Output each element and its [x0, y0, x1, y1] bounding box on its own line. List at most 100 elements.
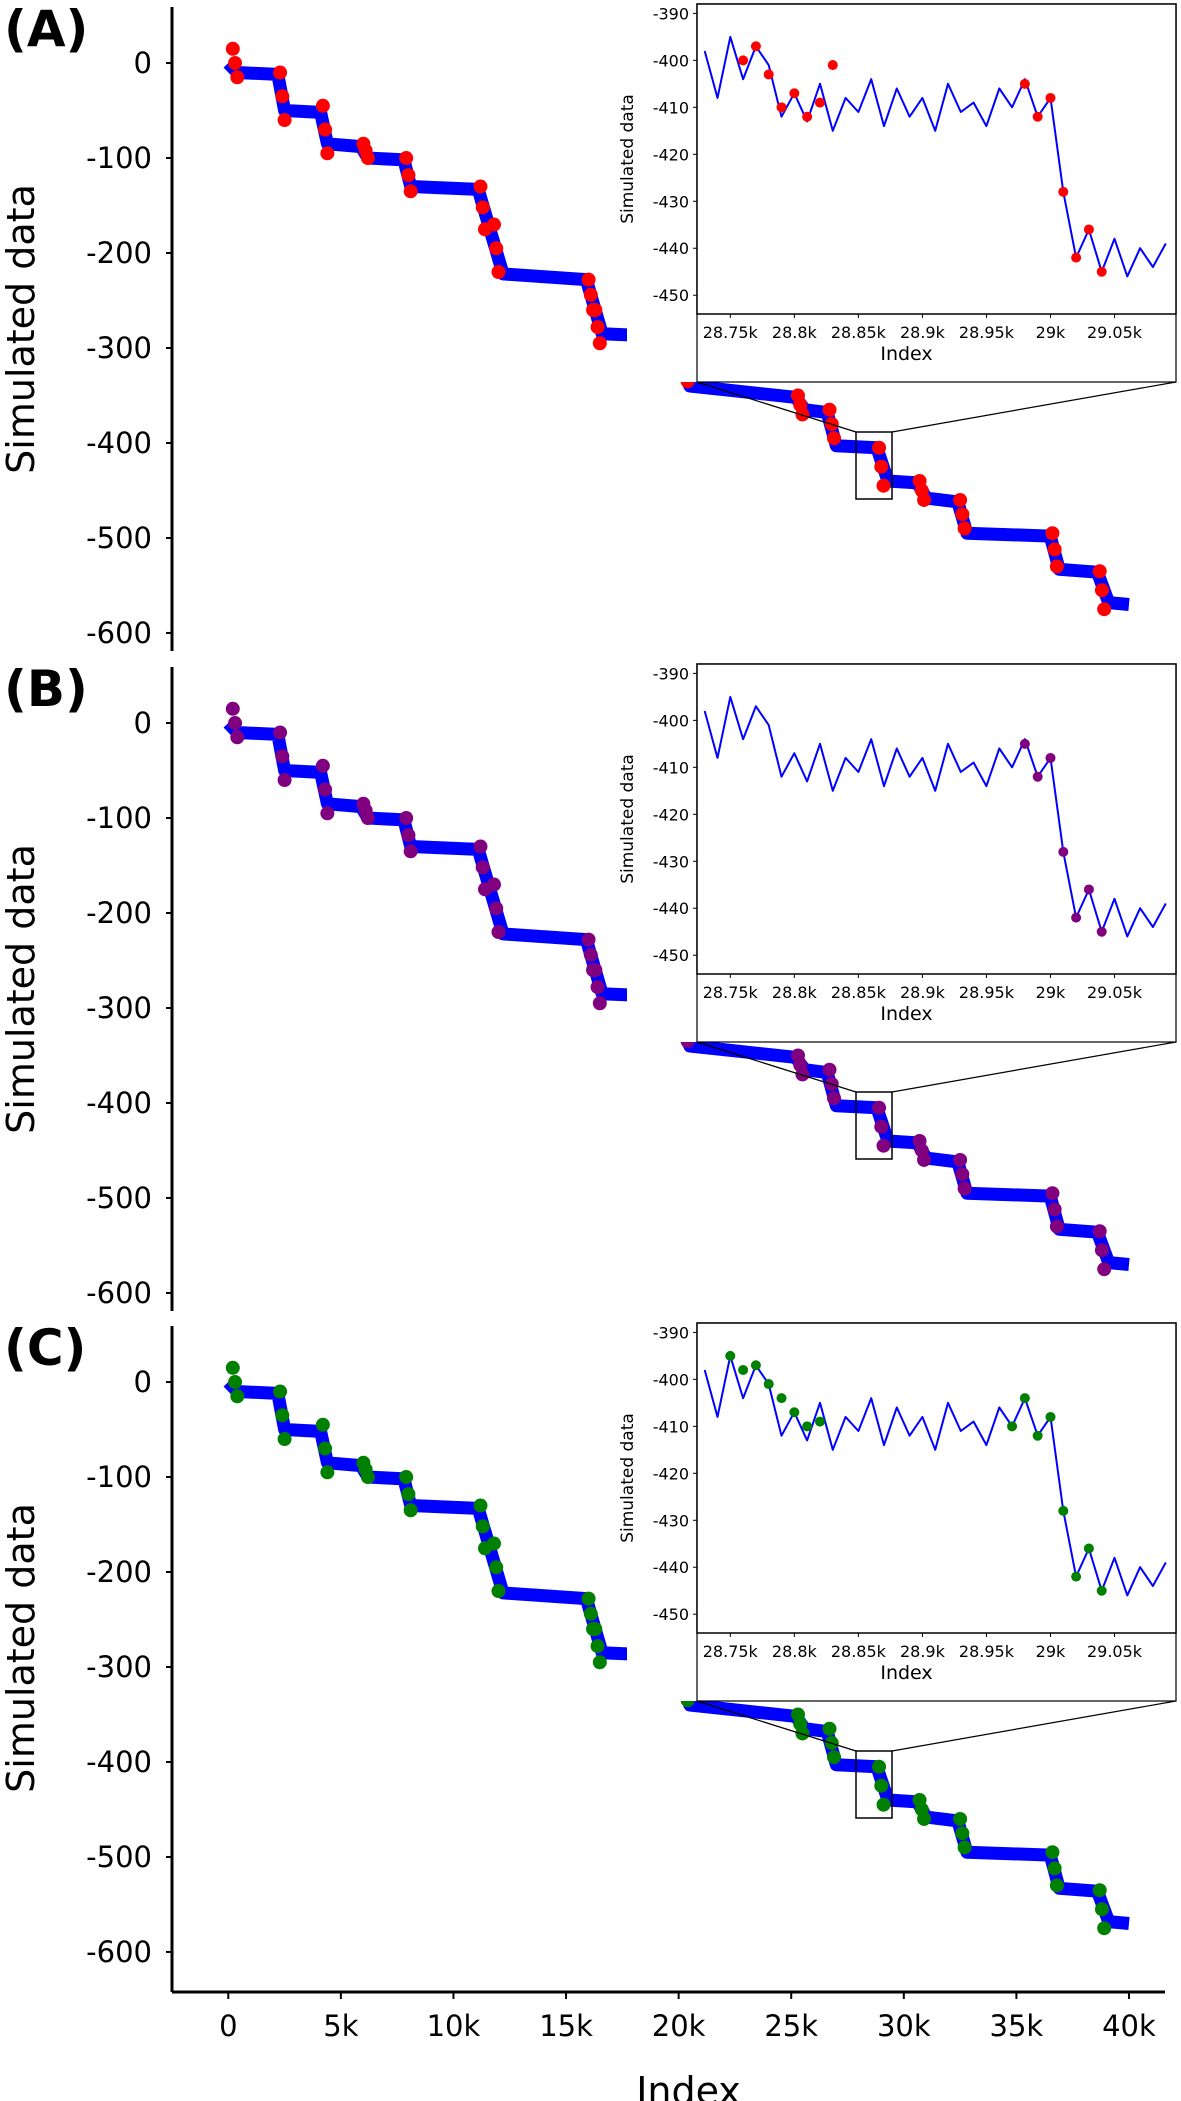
data-point — [320, 806, 335, 821]
data-point — [957, 1181, 972, 1196]
data-point — [489, 901, 504, 916]
data-point — [1092, 564, 1107, 579]
data-point — [475, 860, 490, 875]
data-point — [917, 492, 932, 507]
data-point — [1047, 1202, 1062, 1217]
data-point — [953, 1152, 968, 1167]
inset-y-tick-label: -410 — [653, 758, 689, 777]
data-point — [822, 1721, 837, 1736]
data-point — [1096, 1585, 1107, 1596]
inset-x-tick-label: 28.85k — [831, 983, 887, 1002]
data-point — [588, 1622, 603, 1637]
inset-y-tick-label: -440 — [653, 1558, 689, 1577]
inset-y-tick-label: -450 — [653, 946, 689, 965]
data-point — [315, 758, 330, 773]
x-tick-label: 30k — [877, 2009, 931, 2043]
data-point — [1045, 752, 1056, 763]
data-point — [583, 287, 598, 302]
inset-y-tick-label: -400 — [653, 711, 689, 730]
data-point — [827, 60, 838, 71]
data-point — [1032, 1430, 1043, 1441]
inset-x-tick-label: 28.85k — [831, 1642, 887, 1661]
data-point — [230, 1389, 245, 1404]
data-point — [955, 1167, 970, 1182]
data-point — [1071, 252, 1082, 263]
y-tick-label: -300 — [86, 991, 152, 1025]
data-point — [592, 336, 607, 351]
y-axis-label: Simulated data — [0, 184, 43, 474]
data-point — [1045, 1845, 1060, 1860]
data-point — [473, 179, 488, 194]
data-point — [1045, 1411, 1056, 1422]
data-point — [725, 1350, 736, 1361]
data-point — [789, 1407, 800, 1418]
data-point — [491, 925, 506, 940]
inset-y-tick-label: -390 — [653, 664, 689, 683]
data-point — [592, 996, 607, 1011]
y-tick-label: -200 — [86, 896, 152, 930]
data-point — [320, 146, 335, 161]
data-point — [491, 265, 506, 280]
inset-plot — [696, 663, 1177, 975]
connector — [891, 1041, 1177, 1093]
connector — [696, 1700, 857, 1752]
data-point — [1058, 846, 1069, 857]
data-point — [1092, 1224, 1107, 1239]
data-point — [403, 844, 418, 859]
data-point — [827, 1750, 841, 1765]
y-tick-label: -100 — [86, 1460, 152, 1494]
data-point — [917, 1152, 932, 1167]
data-point — [1019, 1393, 1030, 1404]
data-point — [581, 272, 596, 287]
inset-y-tick-label: -450 — [653, 286, 689, 305]
inset-y-axis-label: Simulated data — [618, 1413, 638, 1543]
x-tick-label: 25k — [764, 2009, 818, 2043]
data-point — [230, 730, 245, 745]
data-point — [228, 56, 243, 71]
data-point — [1083, 884, 1094, 895]
data-point — [802, 1421, 813, 1432]
data-point — [955, 1826, 970, 1841]
inset-y-tick-label: -440 — [653, 899, 689, 918]
y-axis-label: Simulated data — [0, 844, 43, 1134]
inset-y-axis-label: Simulated data — [618, 754, 638, 884]
x-tick-label: 20k — [652, 2009, 706, 2043]
inset-x-tick-label: 28.8k — [772, 983, 818, 1002]
data-point — [273, 65, 288, 80]
data-point — [1071, 912, 1082, 923]
x-tick-label: 40k — [1102, 2009, 1156, 2043]
data-point — [1096, 266, 1107, 277]
data-point — [1094, 1243, 1109, 1258]
data-point — [318, 782, 333, 797]
data-point — [491, 1584, 506, 1599]
data-point — [225, 701, 240, 716]
data-point — [776, 102, 787, 113]
y-tick-label: -400 — [86, 1086, 152, 1120]
data-point — [486, 877, 501, 892]
y-tick-label: -600 — [86, 1276, 152, 1310]
data-point — [874, 1778, 889, 1793]
inset-y-tick-label: -420 — [653, 805, 689, 824]
data-point — [827, 1091, 841, 1106]
inset-x-tick-label: 29.05k — [1087, 983, 1143, 1002]
inset-x-axis-label: Index — [880, 1003, 932, 1025]
data-point — [473, 839, 488, 854]
inset-x-tick-label: 28.85k — [831, 323, 887, 342]
data-point — [814, 97, 825, 108]
data-point — [581, 932, 596, 947]
inset-y-tick-label: -400 — [653, 51, 689, 70]
data-point — [401, 168, 416, 183]
data-point — [763, 1379, 774, 1390]
data-point — [1045, 1186, 1060, 1201]
data-point — [1019, 78, 1030, 89]
data-point — [1096, 926, 1107, 937]
data-point — [872, 1759, 887, 1774]
inset-plot — [696, 3, 1177, 315]
x-tick-label: 10k — [427, 2009, 481, 2043]
inset-y-tick-label: -420 — [653, 1464, 689, 1483]
x-tick-label: 15k — [539, 2009, 593, 2043]
inset-x-tick-label: 28.9k — [900, 323, 946, 342]
inset-x-tick-label: 28.9k — [900, 983, 946, 1002]
data-point — [1083, 1543, 1094, 1554]
